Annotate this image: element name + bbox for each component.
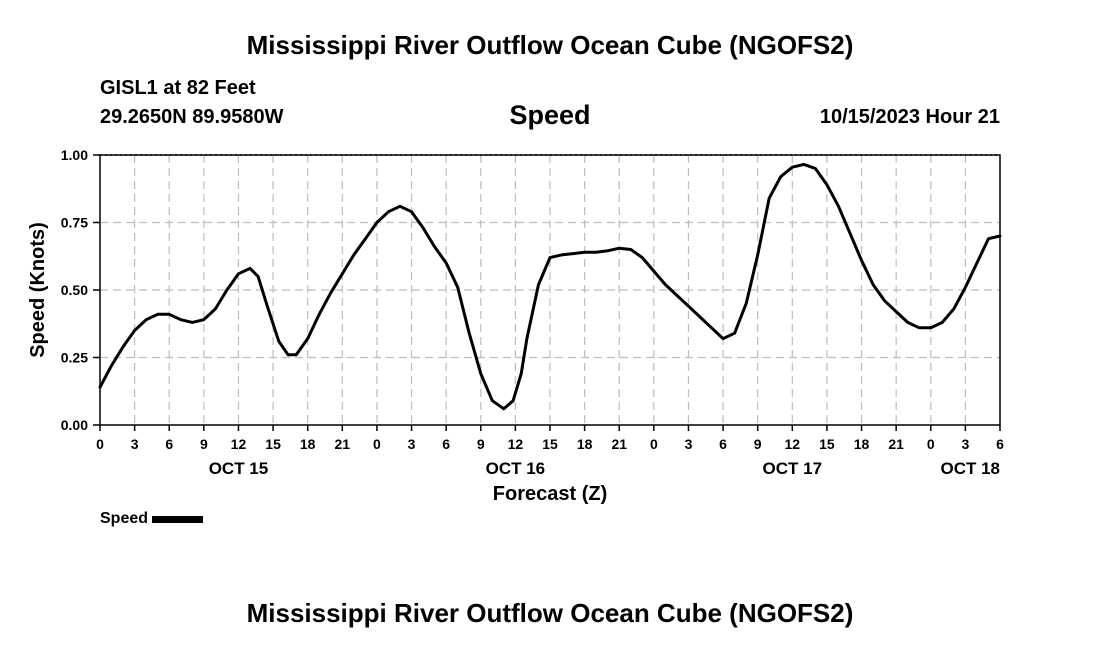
legend: Speed [100, 510, 204, 528]
x-tick-label: 6 [442, 436, 450, 452]
y-tick-label: 0.50 [61, 282, 88, 298]
x-tick-label: 3 [408, 436, 416, 452]
x-tick-label: 3 [961, 436, 969, 452]
x-day-label: OCT 16 [486, 459, 546, 478]
bottom-title: Mississippi River Outflow Ocean Cube (NG… [246, 598, 854, 628]
x-tick-label: 9 [477, 436, 485, 452]
x-tick-label: 6 [996, 436, 1004, 452]
y-tick-label: 0.00 [61, 417, 88, 433]
x-tick-label: 15 [542, 436, 558, 452]
x-tick-label: 21 [335, 436, 351, 452]
x-tick-label: 3 [131, 436, 139, 452]
x-day-label: OCT 15 [209, 459, 269, 478]
x-tick-label: 6 [719, 436, 727, 452]
x-tick-label: 15 [819, 436, 835, 452]
x-tick-label: 6 [165, 436, 173, 452]
forecast-datetime: 10/15/2023 Hour 21 [819, 106, 1000, 128]
x-tick-label: 12 [508, 436, 524, 452]
y-axis: 0.00 0.25 0.50 0.75 1.00 [61, 147, 100, 433]
x-day-label: OCT 17 [763, 459, 823, 478]
x-tick-label: 0 [373, 436, 381, 452]
legend-label: Speed [100, 510, 149, 527]
x-tick-label: 15 [265, 436, 281, 452]
x-day-label: OCT 18 [940, 459, 1000, 478]
x-tick-label: 21 [611, 436, 627, 452]
y-tick-label: 0.25 [61, 350, 88, 366]
x-tick-label: 0 [96, 436, 104, 452]
y-axis-title: Speed (Knots) [27, 222, 49, 358]
x-tick-label: 3 [685, 436, 693, 452]
x-tick-label: 9 [754, 436, 762, 452]
x-axis: 0 3 6 9 12 15 18 21 0 3 6 9 12 15 18 21 0 3 6 9 12 15 18 21 0 3 6 [96, 425, 1004, 452]
main-title: Mississippi River Outflow Ocean Cube (NG… [246, 30, 854, 60]
x-tick-label: 18 [854, 436, 870, 452]
station-coordinates: 29.2650N 89.9580W [100, 106, 284, 128]
x-tick-label: 9 [200, 436, 208, 452]
station-label: GISL1 at 82 Feet [100, 77, 256, 99]
x-tick-label: 0 [650, 436, 658, 452]
x-tick-label: 12 [785, 436, 801, 452]
grid [100, 155, 1000, 425]
x-tick-label: 18 [577, 436, 593, 452]
legend-swatch-speed [152, 515, 204, 523]
x-tick-label: 21 [888, 436, 904, 452]
series-line-speed [98, 162, 1002, 411]
x-tick-label: 0 [927, 436, 935, 452]
y-tick-label: 0.75 [61, 215, 88, 231]
y-tick-label: 1.00 [61, 147, 88, 163]
chart-title: Speed [509, 100, 591, 130]
x-day-labels: OCT 15 OCT 16 OCT 17 OCT 18 [209, 459, 1000, 478]
x-tick-label: 18 [300, 436, 316, 452]
x-tick-label: 12 [231, 436, 247, 452]
x-axis-title: Forecast (Z) [493, 483, 607, 505]
